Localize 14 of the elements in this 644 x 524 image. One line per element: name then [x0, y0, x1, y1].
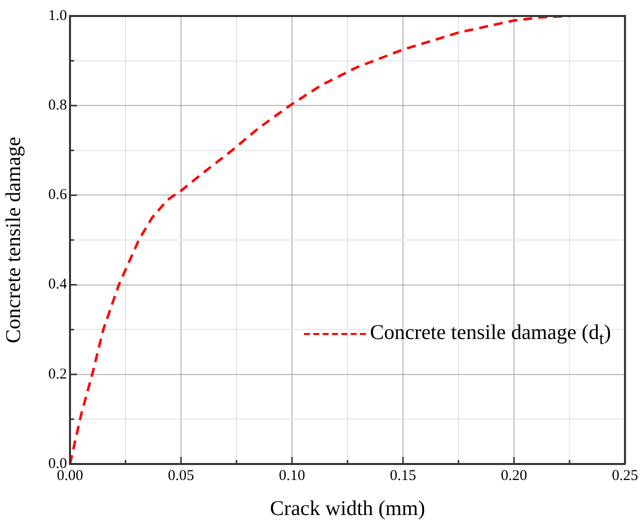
- x-tick-label: 0.25: [612, 468, 638, 484]
- y-tick-label: 1.0: [48, 8, 67, 24]
- legend-label: Concrete tensile damage (d$_{t}$): [370, 320, 612, 349]
- x-tick-label: 0.00: [56, 468, 84, 484]
- y-tick-label: 0.2: [48, 366, 67, 382]
- x-tick-label: 0.20: [500, 468, 528, 484]
- x-axis-title: Crack width (mm): [270, 496, 426, 520]
- y-axis-title: Concrete tensile damage: [1, 136, 26, 344]
- y-tick-label: 0.8: [48, 98, 67, 114]
- y-tick-label: 0.6: [48, 187, 68, 204]
- x-tick-label: 0.05: [168, 468, 194, 484]
- y-tick-label: 0.4: [48, 276, 68, 293]
- x-tick-label: 0.10: [278, 468, 306, 484]
- x-tick-label: 0.15: [390, 468, 416, 484]
